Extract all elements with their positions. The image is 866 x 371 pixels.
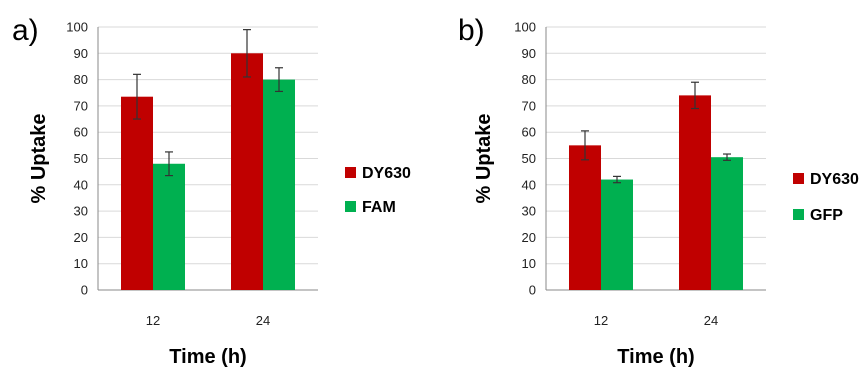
x-tick-label: 24 [704, 313, 718, 328]
y-tick-label: 100 [66, 20, 88, 35]
bar-gfp-12 [601, 179, 633, 290]
bar-fam-12 [153, 163, 185, 290]
legend-label-dy630: DY630 [810, 171, 859, 188]
y-tick-label: 0 [529, 283, 536, 298]
y-tick-label: 20 [74, 230, 88, 245]
y-tick-label: 0 [81, 283, 88, 298]
y-tick-label: 90 [74, 46, 88, 61]
y-tick-label: 30 [74, 204, 88, 219]
y-tick-label: 40 [74, 177, 88, 192]
legend-label-dy630: DY630 [362, 165, 411, 182]
panel-label: b) [458, 14, 485, 47]
bar-dy630-12 [121, 96, 153, 290]
y-tick-label: 70 [522, 98, 536, 113]
bar-gfp-24 [711, 157, 743, 290]
y-tick-label: 80 [74, 72, 88, 87]
y-tick-label: 10 [74, 256, 88, 271]
bar-dy630-24 [231, 53, 263, 290]
y-tick-label: 90 [522, 46, 536, 61]
chart-panel-1: a) 0 10 20 30 40 50 60 70 80 90 100 12 24 % Uptake Time… [12, 14, 411, 368]
legend-swatch-dy630 [793, 173, 804, 184]
y-tick-label: 80 [522, 72, 536, 87]
bar-fam-24 [263, 79, 295, 290]
legend-swatch-fam [345, 201, 356, 212]
bar-dy630-12 [569, 145, 601, 290]
y-tick-label: 20 [522, 230, 536, 245]
x-tick-label: 24 [256, 313, 270, 328]
x-tick-label: 12 [594, 313, 608, 328]
legend-label-gfp: GFP [810, 207, 843, 224]
y-tick-label: 10 [522, 256, 536, 271]
y-tick-label: 70 [74, 98, 88, 113]
legend-swatch-gfp [793, 209, 804, 220]
chart-panel-2: b) 0 10 20 30 40 50 60 70 80 90 100 12 24 % Uptake Time… [458, 14, 859, 368]
legend-label-fam: FAM [362, 199, 396, 216]
y-tick-label: 30 [522, 204, 536, 219]
y-axis-title: % Uptake [473, 113, 495, 203]
panel-label: a) [12, 14, 39, 47]
y-tick-label: 40 [522, 177, 536, 192]
legend-swatch-dy630 [345, 167, 356, 178]
y-axis-title: % Uptake [28, 113, 50, 203]
y-tick-label: 60 [74, 125, 88, 140]
x-axis-title: Time (h) [169, 346, 246, 368]
bar-dy630-24 [679, 95, 711, 290]
y-tick-label: 60 [522, 125, 536, 140]
y-tick-label: 100 [514, 20, 536, 35]
x-axis-title: Time (h) [617, 346, 694, 368]
x-tick-label: 12 [146, 313, 160, 328]
y-tick-label: 50 [522, 151, 536, 166]
y-tick-label: 50 [74, 151, 88, 166]
